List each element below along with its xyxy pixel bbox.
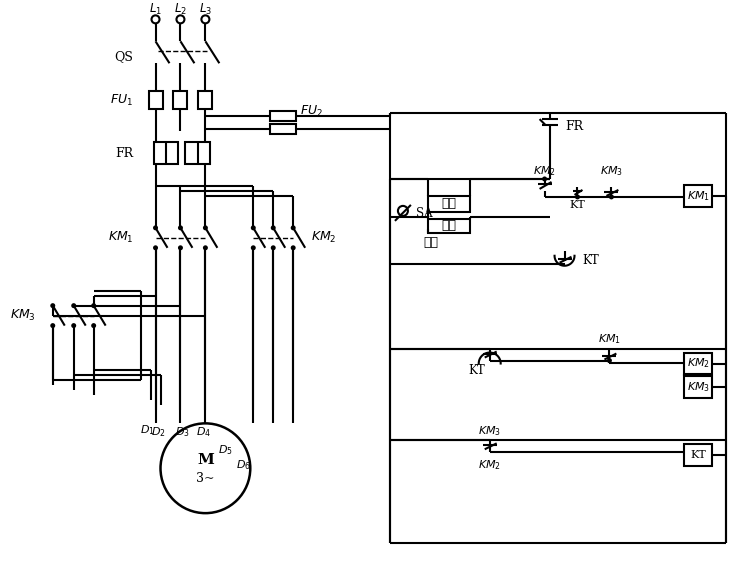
Bar [270,124,296,134]
Circle shape [201,16,210,24]
Bar [428,219,470,233]
Text: $D_6$: $D_6$ [236,458,251,472]
Text: FR: FR [115,147,134,159]
Text: $D_5$: $D_5$ [218,443,232,457]
Bar [684,185,712,207]
Text: $D_3$: $D_3$ [175,426,190,439]
Circle shape [178,225,183,231]
Text: $KM_1$: $KM_1$ [686,189,710,203]
Circle shape [50,323,55,328]
Bar [684,352,712,374]
Text: $KM_3$: $KM_3$ [10,308,36,323]
Text: $KM_2$: $KM_2$ [311,230,337,246]
Text: $D_4$: $D_4$ [196,426,211,439]
Circle shape [609,194,614,200]
Text: $D_2$: $D_2$ [151,426,166,439]
Circle shape [203,225,208,231]
Text: $KM_3$: $KM_3$ [600,164,623,178]
Text: $KM_3$: $KM_3$ [686,381,710,394]
Text: KT: KT [468,364,485,377]
Circle shape [291,246,296,250]
Text: FR: FR [565,120,584,133]
Circle shape [271,246,276,250]
Text: KT: KT [690,450,706,461]
Text: $KM_3$: $KM_3$ [478,424,501,438]
Text: $KM_1$: $KM_1$ [108,230,134,246]
Text: $FU_1$: $FU_1$ [111,93,134,108]
Text: 高速: 高速 [424,236,439,250]
Circle shape [92,303,96,308]
Text: 低速: 低速 [441,219,456,232]
Circle shape [575,194,580,200]
Text: $FU_2$: $FU_2$ [300,104,323,118]
Bar [270,111,296,121]
Bar [185,142,210,164]
Text: $D_1$: $D_1$ [140,423,155,437]
Circle shape [251,246,256,250]
Text: QS: QS [114,50,134,63]
Text: $KM_1$: $KM_1$ [598,333,621,347]
Text: $L_2$: $L_2$ [174,2,187,17]
Circle shape [176,16,184,24]
Text: 3~: 3~ [196,472,215,485]
Bar [173,91,187,109]
Circle shape [271,225,276,231]
Text: SA: SA [416,208,432,220]
Circle shape [153,225,158,231]
Text: KT: KT [582,254,599,267]
Circle shape [72,303,76,308]
Bar [428,196,470,212]
Circle shape [153,246,158,250]
Circle shape [160,423,250,513]
Bar [199,91,213,109]
Text: M: M [197,453,214,467]
Circle shape [72,323,76,328]
Circle shape [398,206,408,216]
Circle shape [251,225,256,231]
Circle shape [92,323,96,328]
Circle shape [607,358,612,363]
Circle shape [291,225,296,231]
Text: $L_1$: $L_1$ [149,2,162,17]
Circle shape [50,303,55,308]
Bar [148,91,162,109]
Text: $L_3$: $L_3$ [199,2,212,17]
Text: 停止: 停止 [441,197,456,210]
Circle shape [178,246,183,250]
Circle shape [542,177,547,182]
Text: $KM_2$: $KM_2$ [478,458,501,472]
Text: KT: KT [570,200,585,210]
Text: $KM_2$: $KM_2$ [686,356,710,370]
Bar [154,142,179,164]
Text: $KM_2$: $KM_2$ [533,164,556,178]
Bar [684,444,712,466]
Circle shape [151,16,159,24]
Circle shape [203,246,208,250]
Bar [684,377,712,398]
